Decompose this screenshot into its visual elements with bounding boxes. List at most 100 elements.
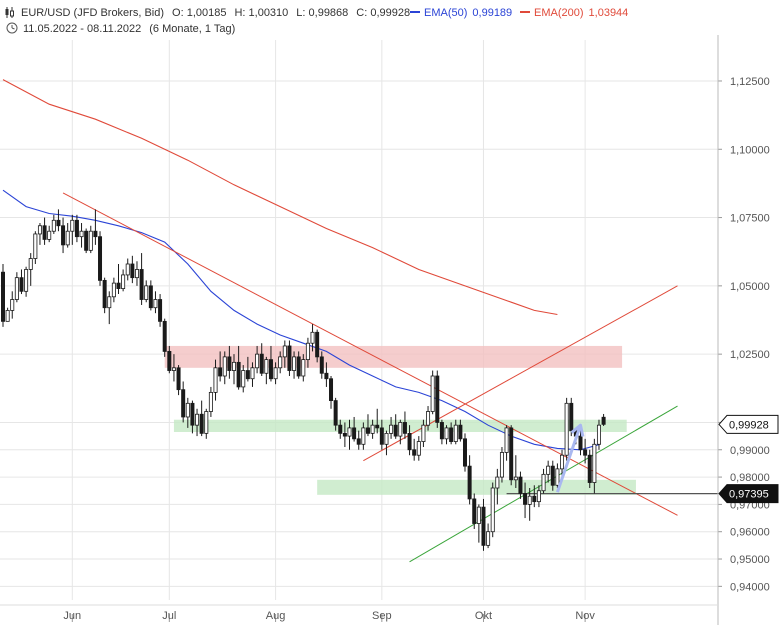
x-tick-label: Aug (266, 610, 286, 622)
svg-text:EMA(200)1,03944: EMA(200) 1,03944 (534, 7, 628, 19)
candle (162, 320, 167, 352)
candle (495, 476, 500, 489)
candle (33, 233, 38, 259)
candle (28, 258, 33, 270)
candle (19, 277, 24, 292)
candle (98, 236, 103, 281)
candle (587, 454, 592, 483)
candle (93, 230, 98, 238)
period: (6 Monate, 1 Tag) (149, 23, 235, 35)
candle (329, 378, 334, 401)
y-tick-label: 1,02500 (730, 349, 770, 361)
candle (384, 432, 389, 445)
candle (379, 427, 384, 445)
candle (592, 443, 597, 483)
candle (439, 422, 444, 440)
ema200-label: EMA(200) (534, 7, 584, 19)
candle (458, 424, 463, 440)
y-tick-label: 0,98000 (730, 472, 770, 484)
candle (555, 468, 560, 486)
candle (499, 452, 504, 478)
candle (296, 356, 301, 377)
symbol: EUR/USD (JFD Brokers, Bid) (21, 7, 164, 19)
ema50-line (2, 189, 600, 451)
candle (134, 269, 139, 279)
x-tick-label: Jun (63, 610, 81, 622)
trendline-red (363, 285, 678, 462)
candle (449, 427, 454, 442)
candle (130, 263, 135, 279)
close-value: C: 0,99928 (356, 7, 410, 19)
candle (416, 441, 421, 456)
low-value: L: 0,99868 (296, 7, 348, 19)
price-tags: 0,99928 0,97395 (718, 414, 779, 504)
candle (139, 269, 144, 300)
candle (47, 230, 52, 240)
candle (204, 411, 209, 434)
y-tick-label: 1,07500 (730, 213, 770, 225)
ema50-value: 0,99189 (472, 7, 512, 19)
svg-text:11.05.2022 - 08.11.2022(6 Mona: 11.05.2022 - 08.11.2022 (6 Monate, 1 Tag) (23, 23, 235, 35)
high-value: H: 1,00310 (234, 7, 288, 19)
candle (513, 476, 518, 481)
candle (102, 279, 107, 309)
candle (111, 282, 116, 298)
candle (213, 367, 218, 393)
candle (190, 402, 195, 426)
candle (185, 402, 190, 418)
candle (315, 331, 320, 358)
ema50-label: EMA(50) (424, 7, 467, 19)
candle (398, 422, 403, 437)
arrow-shaft (555, 424, 582, 493)
candle (10, 299, 15, 311)
axes: 0,940000,950000,960000,970000,980000,990… (0, 35, 770, 625)
candle (352, 427, 357, 440)
candle (24, 269, 29, 292)
candle (14, 277, 19, 300)
candle (462, 438, 467, 467)
candle (412, 449, 417, 456)
trendline-red (62, 192, 678, 516)
candle (250, 367, 255, 380)
candle (375, 424, 380, 429)
candle (121, 274, 126, 289)
candle (84, 230, 89, 251)
candle (51, 219, 56, 232)
candle (227, 356, 232, 371)
candle (305, 342, 310, 361)
ema200-line (2, 79, 558, 316)
candle (208, 391, 213, 412)
candle (88, 230, 93, 251)
candle (583, 449, 588, 456)
candle (342, 432, 347, 437)
y-tick-label: 0,94000 (730, 581, 770, 593)
candle (564, 402, 569, 456)
candle (264, 359, 269, 374)
candle (61, 225, 66, 246)
candle (287, 345, 292, 371)
candle (107, 296, 112, 309)
candle (310, 331, 315, 344)
price-tag: 0,97395 (718, 484, 779, 504)
y-tick-label: 0,99000 (730, 445, 770, 457)
candle (195, 413, 200, 426)
x-tick-label: Nov (575, 610, 595, 622)
candle (5, 310, 10, 322)
candle (70, 219, 75, 232)
candle (273, 367, 278, 380)
candle (393, 424, 398, 437)
candle (560, 454, 565, 470)
candle (370, 424, 375, 434)
candle (509, 427, 514, 481)
candle (333, 400, 338, 426)
candle (402, 422, 407, 434)
candle (292, 356, 297, 371)
candle (541, 473, 546, 492)
candle (365, 427, 370, 434)
price-tag-shape (718, 414, 779, 434)
y-tick-label: 0,95000 (730, 554, 770, 566)
candle (37, 225, 42, 235)
candle (42, 225, 47, 240)
y-tick-label: 0,96000 (730, 527, 770, 539)
